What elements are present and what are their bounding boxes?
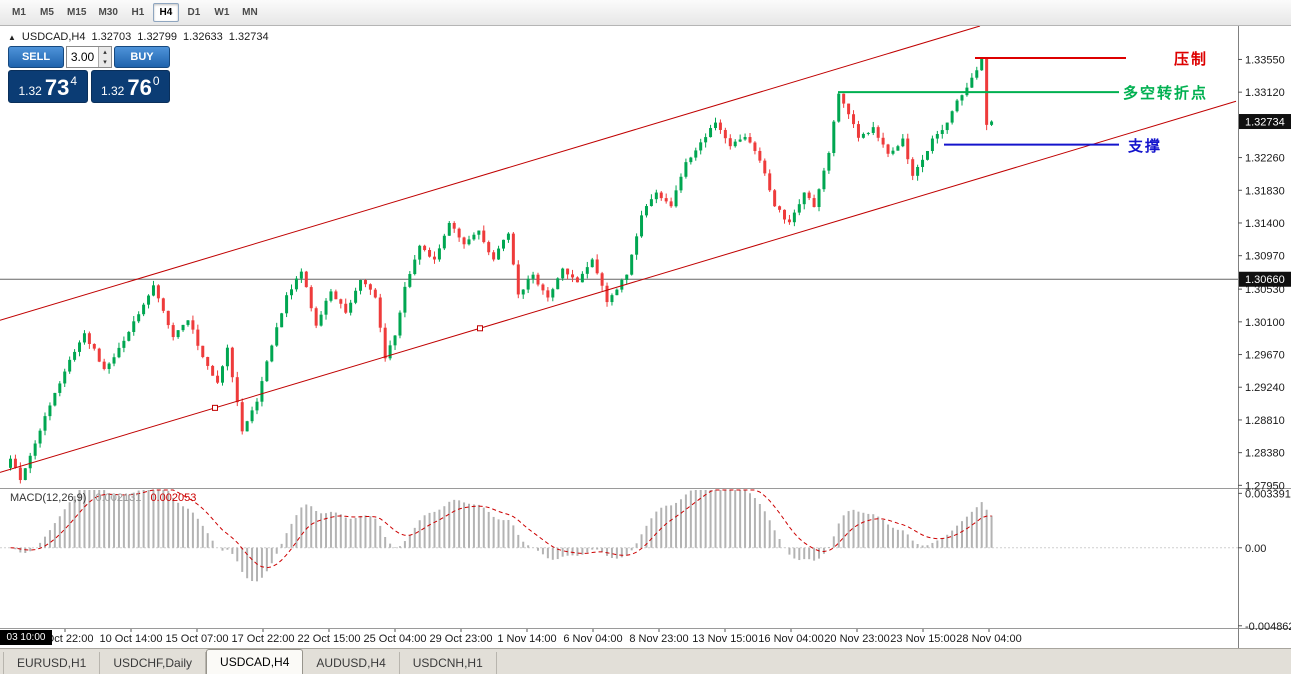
svg-text:28 Nov 04:00: 28 Nov 04:00 — [956, 633, 1021, 645]
timeframe-h4-button[interactable]: H4 — [152, 3, 179, 22]
svg-text:1.33120: 1.33120 — [1245, 87, 1285, 99]
timeframe-m1-button[interactable]: M1 — [12, 7, 26, 18]
lot-size-value: 3.00 — [70, 50, 95, 64]
timeframe-m5-button[interactable]: M5 — [40, 7, 54, 18]
buy-price-prefix: 1.32 — [100, 83, 125, 98]
sell-price-prefix: 1.32 — [18, 83, 42, 98]
svg-text:1.27950: 1.27950 — [1245, 480, 1285, 492]
timeframe-toolbar: M1 M5 M15 M30 H1 H4 D1 W1 MN — [0, 0, 1291, 26]
chart-frame — [0, 26, 1291, 648]
pivot-label: 多空转折点 — [1123, 85, 1209, 103]
svg-text:23 Nov 15:00: 23 Nov 15:00 — [890, 633, 955, 645]
svg-text:25 Oct 04:00: 25 Oct 04:00 — [364, 633, 427, 645]
svg-text:1.31830: 1.31830 — [1245, 185, 1285, 197]
svg-text:6 Nov 04:00: 6 Nov 04:00 — [563, 633, 622, 645]
macd-signal-line — [10, 489, 992, 569]
svg-text:20 Nov 23:00: 20 Nov 23:00 — [824, 633, 889, 645]
svg-text:1.29670: 1.29670 — [1245, 350, 1285, 362]
sell-price-main: 73 — [44, 75, 70, 100]
svg-text:1.32734: 1.32734 — [1245, 117, 1285, 129]
spinner-down-icon[interactable]: ▾ — [99, 57, 111, 67]
trend-channel[interactable] — [0, 25, 1237, 473]
chart-tab-usdchf-daily[interactable]: USDCHF,Daily — [100, 652, 207, 674]
chart-low: 1.32633 — [183, 31, 223, 43]
one-click-trading-panel: SELL 3.00 ▴ ▾ BUY 1.32 73 4 1.32 76 0 — [8, 46, 170, 103]
chart-open: 1.32703 — [91, 31, 132, 43]
svg-text:16 Nov 04:00: 16 Nov 04:00 — [758, 633, 823, 645]
one-click-toggle-icon[interactable]: ▲ — [8, 32, 16, 42]
macd-signal-value: 0.002053 — [150, 492, 197, 504]
chart-tab-usdcnh-h1[interactable]: USDCNH,H1 — [400, 652, 497, 674]
svg-text:29 Oct 23:00: 29 Oct 23:00 — [430, 633, 493, 645]
candles-layer — [9, 57, 994, 484]
resistance-label: 压制 — [1174, 50, 1209, 68]
lot-size-field[interactable]: 3.00 ▴ ▾ — [66, 46, 112, 68]
svg-text:22 Oct 15:00: 22 Oct 15:00 — [298, 633, 361, 645]
macd-main-value: 0.002131 — [95, 492, 142, 504]
bid-price-badge: 1.32734 — [1239, 114, 1291, 130]
macd-pane: 0.003391 0.00 -0.004862 — [0, 488, 1291, 633]
svg-text:8 Nov 23:00: 8 Nov 23:00 — [629, 633, 688, 645]
timeframe-m15-button[interactable]: M15 — [67, 7, 87, 18]
chart-tab-audusd-h4[interactable]: AUDUSD,H4 — [303, 652, 400, 674]
timeframe-w1-button[interactable]: W1 — [214, 7, 230, 18]
svg-text:17 Oct 22:00: 17 Oct 22:00 — [232, 633, 295, 645]
svg-text:1.29240: 1.29240 — [1245, 382, 1285, 394]
svg-text:1.31400: 1.31400 — [1245, 218, 1285, 230]
chart-close: 1.32734 — [228, 31, 269, 43]
time-axis: 5 Oct 22:00 10 Oct 14:00 15 Oct 07:00 17 Oc… — [37, 629, 1022, 645]
timeframe-mn-button[interactable]: MN — [242, 7, 258, 18]
svg-text:1.32260: 1.32260 — [1245, 153, 1285, 165]
svg-text:13 Nov 15:00: 13 Nov 15:00 — [692, 633, 757, 645]
svg-text:10 Oct 14:00: 10 Oct 14:00 — [100, 633, 163, 645]
buy-price[interactable]: 1.32 76 0 — [90, 70, 170, 103]
level-price-badge: 1.30660 — [1239, 271, 1291, 287]
trendline-handle[interactable] — [477, 325, 483, 332]
svg-text:15 Oct 07:00: 15 Oct 07:00 — [166, 633, 229, 645]
timeframe-m30-button[interactable]: M30 — [98, 7, 118, 18]
svg-text:1.30100: 1.30100 — [1245, 317, 1285, 329]
sell-button[interactable]: SELL — [8, 46, 64, 68]
sell-price-sup: 4 — [70, 74, 78, 88]
chart-tabs-bar: EURUSD,H1 USDCHF,Daily USDCAD,H4 AUDUSD,H4 U… — [0, 648, 1291, 674]
svg-text:1.33550: 1.33550 — [1245, 54, 1285, 66]
timeframe-d1-button[interactable]: D1 — [187, 7, 201, 18]
svg-text:1.30530: 1.30530 — [1245, 284, 1285, 296]
svg-text:0.003391: 0.003391 — [1245, 488, 1291, 500]
svg-text:1.28810: 1.28810 — [1245, 415, 1285, 427]
price-axis: 1.33550 1.33120 1.32260 1.31830 1.31400 1.309… — [1238, 54, 1285, 492]
buy-price-sup: 0 — [152, 74, 160, 88]
buy-button[interactable]: BUY — [114, 46, 170, 68]
chart-high: 1.32799 — [137, 31, 178, 43]
timeframe-h1-button[interactable]: H1 — [131, 7, 145, 18]
buy-price-main: 76 — [127, 75, 152, 100]
svg-text:-0.004862: -0.004862 — [1245, 621, 1291, 633]
svg-text:1 Nov 14:00: 1 Nov 14:00 — [497, 633, 556, 645]
chart-title: ▲ USDCAD,H4 1.32703 1.32799 1.32633 1.32… — [8, 31, 269, 43]
support-label: 支撑 — [1128, 137, 1163, 155]
macd-name: MACD(12,26,9) — [10, 492, 87, 504]
chart-tab-eurusd-h1[interactable]: EURUSD,H1 — [3, 652, 101, 674]
svg-text:1.28380: 1.28380 — [1245, 448, 1285, 460]
svg-text:1.30970: 1.30970 — [1245, 251, 1285, 263]
sell-price[interactable]: 1.32 73 4 — [8, 70, 88, 103]
macd-indicator-label: MACD(12,26,9) 0.002131 0.002053 — [10, 492, 196, 504]
lot-spinner[interactable]: ▴ ▾ — [98, 47, 111, 67]
spinner-up-icon[interactable]: ▴ — [99, 47, 111, 57]
svg-text:0.00: 0.00 — [1245, 543, 1266, 555]
chart-symbol: USDCAD,H4 — [21, 31, 86, 43]
trendline-handle[interactable] — [212, 404, 218, 411]
time-cursor-badge: 03 10:00 — [0, 630, 52, 645]
svg-text:1.30660: 1.30660 — [1245, 274, 1285, 286]
chart-tab-usdcad-h4[interactable]: USDCAD,H4 — [206, 649, 304, 674]
